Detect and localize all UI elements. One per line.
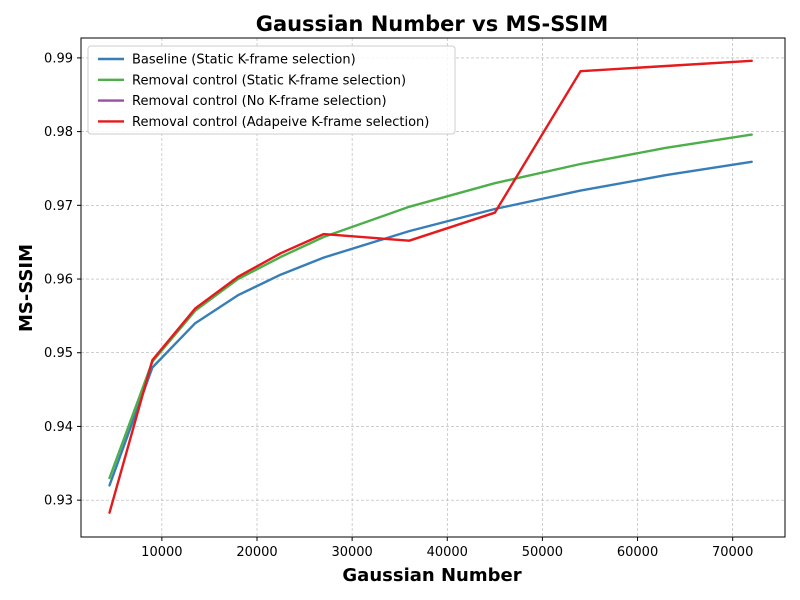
y-tick-label: 0.93: [44, 494, 73, 509]
legend-label-3: Removal control (No K-frame selection): [132, 94, 387, 109]
y-axis-ticks: 0.93 0.94 0.95 0.96 0.97 0.98 0.99: [44, 51, 81, 509]
x-tick-label: 10000: [141, 545, 182, 560]
series-lines: [108, 59, 753, 514]
y-tick-label: 0.95: [44, 346, 73, 361]
series-line-2: [108, 133, 753, 480]
x-tick-label: 50000: [522, 545, 563, 560]
legend: Baseline (Static K-frame selection) Remov…: [87, 45, 456, 135]
x-axis-label: Gaussian Number: [342, 565, 521, 586]
plot-frame: [80, 37, 786, 538]
series-line-4: [108, 59, 753, 514]
x-axis-ticks: 10000 20000 30000 40000 50000 60000 70000: [141, 537, 753, 560]
legend-label-4: Removal control (Adapeive K-frame select…: [132, 115, 429, 130]
x-tick-label: 40000: [427, 545, 468, 560]
legend-label-2: Removal control (Static K-frame selectio…: [132, 73, 406, 88]
x-tick-label: 30000: [331, 545, 372, 560]
legend-box: [87, 45, 456, 135]
series-line-1: [108, 160, 753, 487]
x-tick-label: 60000: [617, 545, 658, 560]
y-tick-label: 0.96: [44, 273, 73, 288]
legend-label-1: Baseline (Static K-frame selection): [132, 53, 356, 68]
y-tick-label: 0.99: [44, 51, 73, 66]
y-axis-label: MS-SSIM: [16, 244, 37, 332]
chart-title: Gaussian Number vs MS-SSIM: [256, 12, 609, 36]
y-tick-label: 0.94: [44, 420, 73, 435]
y-tick-label: 0.98: [44, 125, 73, 140]
x-tick-label: 20000: [236, 545, 277, 560]
x-tick-label: 70000: [712, 545, 753, 560]
y-tick-label: 0.97: [44, 199, 73, 214]
